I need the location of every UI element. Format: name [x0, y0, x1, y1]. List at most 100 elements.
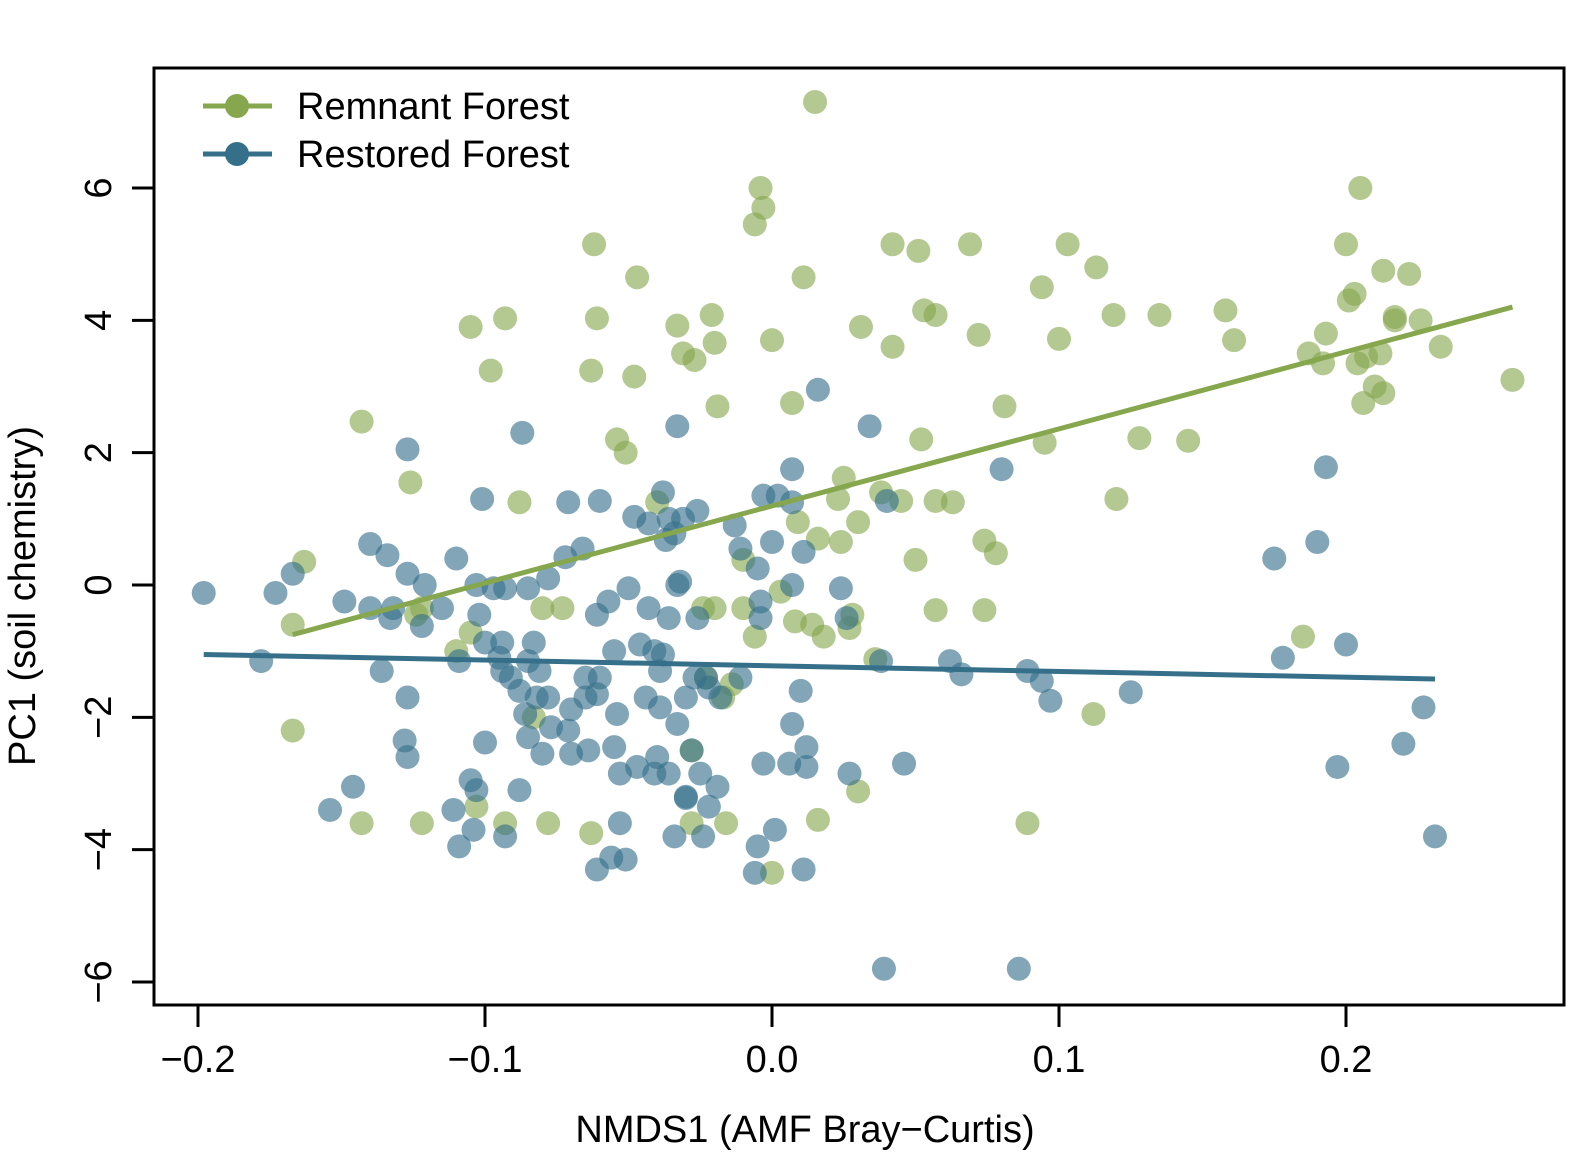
y-tick-label: 4	[78, 310, 120, 331]
remnant-point	[398, 470, 423, 495]
remnant-point	[530, 596, 555, 621]
remnant-point	[966, 322, 991, 347]
remnant-point	[478, 358, 503, 383]
legend-label-restored: Restored Forest	[297, 134, 570, 176]
restored-point	[616, 576, 641, 601]
remnant-point	[906, 238, 931, 263]
restored-point	[470, 486, 495, 511]
remnant-point	[1348, 176, 1373, 200]
restored-point	[662, 824, 687, 849]
restored-point	[874, 488, 899, 513]
restored-point	[748, 606, 773, 631]
restored-point	[602, 735, 627, 760]
restored-point	[516, 725, 541, 750]
data-points-layer	[191, 89, 1525, 981]
restored-point	[1334, 632, 1358, 657]
restored-point	[791, 539, 816, 564]
legend-label-remnant: Remnant Forest	[297, 86, 570, 128]
remnant-point	[1351, 391, 1376, 416]
y-tick-label: −6	[78, 960, 120, 1003]
restored-point	[375, 543, 400, 568]
restored-point	[602, 639, 627, 664]
restored-point	[1038, 688, 1063, 713]
restored-point	[871, 956, 896, 981]
restored-point	[696, 794, 721, 819]
restored-point	[358, 531, 383, 556]
restored-point	[473, 630, 497, 655]
remnant-point	[1371, 381, 1396, 406]
remnant-point	[1101, 303, 1126, 328]
restored-point	[728, 665, 753, 690]
remnant-point	[702, 330, 727, 355]
remnant-point	[983, 541, 1008, 566]
restored-point	[493, 576, 518, 601]
remnant-point	[972, 598, 997, 623]
remnant-point	[714, 811, 739, 836]
remnant-point	[584, 306, 609, 331]
remnant-point	[622, 364, 647, 389]
remnant-point	[1382, 308, 1407, 333]
x-tick-label: −0.2	[160, 1039, 235, 1081]
restored-point	[191, 580, 216, 605]
remnant-point	[493, 306, 518, 331]
x-axis: −0.2 −0.1 0.0 0.1 0.2	[160, 1003, 1373, 1081]
remnant-trend-line	[292, 304, 1514, 638]
remnant-point	[1047, 326, 1071, 351]
restored-point	[760, 529, 784, 554]
remnant-point	[846, 779, 871, 804]
remnant-point	[464, 794, 489, 819]
remnant-point	[349, 409, 374, 434]
restored-point	[587, 488, 612, 513]
restored-point	[728, 536, 753, 561]
x-tick-label: 0.2	[1320, 1039, 1373, 1081]
restored-point	[395, 561, 420, 586]
restored-point	[332, 589, 357, 614]
remnant-point	[1334, 232, 1358, 257]
restored-point	[837, 761, 862, 786]
remnant-point	[1015, 811, 1040, 836]
remnant-point	[748, 176, 773, 200]
restored-point	[828, 576, 853, 601]
remnant-point	[625, 265, 650, 290]
trend-lines-layer	[203, 304, 1514, 682]
restored-point	[1325, 754, 1350, 779]
remnant-point	[1313, 321, 1338, 346]
restored-point	[1411, 695, 1436, 720]
y-tick-label: 2	[78, 442, 120, 463]
restored-point	[665, 711, 690, 736]
restored-point	[369, 659, 394, 684]
remnant-point	[760, 328, 784, 353]
restored-point	[780, 573, 805, 597]
remnant-point	[1428, 334, 1453, 359]
restored-point	[412, 573, 437, 597]
restored-point	[559, 697, 584, 722]
restored-point	[473, 730, 497, 755]
x-tick-label: −0.1	[447, 1039, 522, 1081]
restored-point	[751, 751, 776, 776]
restored-point	[705, 774, 730, 799]
remnant-point	[909, 427, 934, 452]
restored-point	[556, 718, 581, 743]
remnant-point	[760, 860, 784, 885]
x-axis-label: NMDS1 (AMF Bray−Curtis)	[575, 1109, 1034, 1151]
remnant-point	[923, 303, 948, 328]
remnant-point	[940, 490, 965, 515]
remnant-point	[903, 547, 928, 572]
remnant-point	[1213, 298, 1238, 323]
restored-point	[892, 751, 917, 776]
restored-point	[1118, 680, 1143, 705]
y-tick-label: 6	[78, 177, 120, 198]
restored-point	[1391, 731, 1416, 756]
restored-trend-line	[203, 651, 1436, 682]
remnant-point	[811, 624, 836, 649]
remnant-point	[848, 314, 873, 339]
restored-point	[605, 702, 630, 727]
remnant-point	[1397, 262, 1422, 287]
restored-point	[685, 606, 710, 631]
restored-point	[748, 589, 773, 614]
remnant-point	[1500, 367, 1525, 392]
restored-point	[679, 738, 704, 763]
y-tick-label: −4	[78, 828, 120, 871]
restored-point	[636, 511, 661, 536]
restored-point	[530, 741, 555, 766]
